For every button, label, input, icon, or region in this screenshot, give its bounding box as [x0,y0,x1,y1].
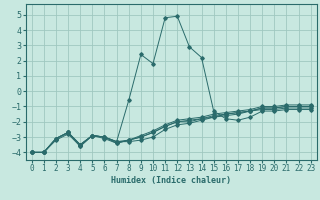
X-axis label: Humidex (Indice chaleur): Humidex (Indice chaleur) [111,176,231,185]
